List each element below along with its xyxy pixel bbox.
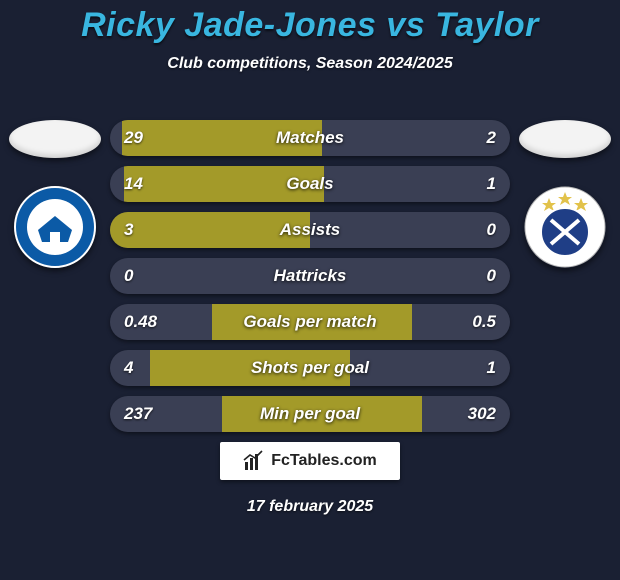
bar-left-fill [222, 396, 310, 432]
left-club-badge [14, 186, 96, 268]
stat-right-value: 0 [473, 212, 510, 248]
stat-right-value: 302 [454, 396, 510, 432]
stat-right-value: 2 [473, 120, 510, 156]
footer-date: 17 february 2025 [0, 498, 620, 516]
stat-row: 00Hattricks [110, 258, 510, 294]
bar-left-fill [150, 350, 310, 386]
right-club-badge [524, 186, 606, 268]
peterborough-badge-icon [14, 186, 96, 268]
stat-row: 0.480.5Goals per match [110, 304, 510, 340]
page-subtitle: Club competitions, Season 2024/2025 [0, 55, 620, 73]
stat-bars-area: 292Matches141Goals30Assists00Hattricks0.… [110, 120, 510, 442]
stat-row: 141Goals [110, 166, 510, 202]
page-title: Ricky Jade-Jones vs Taylor [0, 0, 620, 45]
left-player-zone [0, 120, 110, 268]
right-player-silhouette [519, 120, 611, 158]
left-player-silhouette [9, 120, 101, 158]
right-player-zone [510, 120, 620, 268]
bar-right-fill [310, 166, 324, 202]
stat-right-value: 1 [473, 350, 510, 386]
stat-row: 237302Min per goal [110, 396, 510, 432]
stat-left-value: 0.48 [110, 304, 171, 340]
stat-left-value: 237 [110, 396, 166, 432]
stat-left-value: 14 [110, 166, 157, 202]
stat-row: 41Shots per goal [110, 350, 510, 386]
bar-right-fill [310, 120, 322, 156]
stat-left-value: 4 [110, 350, 147, 386]
stat-right-value: 0 [473, 258, 510, 294]
bar-right-fill [310, 304, 412, 340]
brand-badge: FcTables.com [220, 442, 400, 480]
stat-row: 292Matches [110, 120, 510, 156]
stat-left-value: 0 [110, 258, 147, 294]
huddersfield-badge-icon [524, 186, 606, 268]
stat-right-value: 0.5 [458, 304, 510, 340]
stat-left-value: 3 [110, 212, 147, 248]
bar-right-fill [310, 396, 422, 432]
stat-row: 30Assists [110, 212, 510, 248]
brand-text: FcTables.com [271, 452, 377, 470]
stat-right-value: 1 [473, 166, 510, 202]
brand-chart-icon [243, 450, 265, 472]
bar-left-fill [212, 304, 310, 340]
stat-left-value: 29 [110, 120, 157, 156]
bar-right-fill [310, 350, 350, 386]
